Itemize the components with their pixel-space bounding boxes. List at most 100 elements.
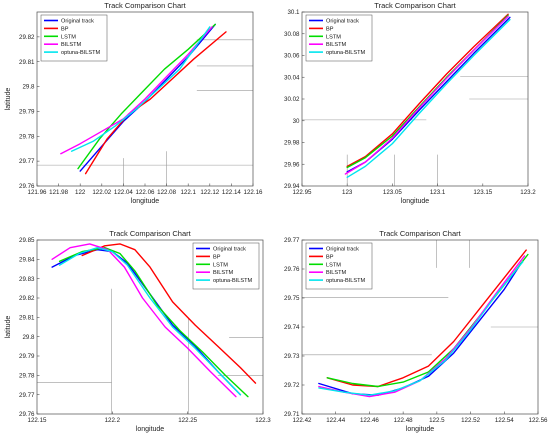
y-tick-label: 29.76	[19, 411, 35, 418]
y-tick-label: 29.76	[284, 266, 300, 273]
series-line-bilstm	[51, 243, 237, 398]
series-line-bilstm	[60, 26, 213, 155]
legend-box	[40, 14, 108, 62]
legend-label: BILSTM	[326, 270, 347, 276]
y-tick-label: 29.81	[19, 59, 35, 66]
y-tick-label: 29.77	[19, 392, 35, 399]
x-tick-label: 122.44	[326, 417, 345, 424]
x-tick-label: 122.12	[200, 189, 219, 196]
y-tick-label: 29.76	[19, 183, 35, 190]
chart-title: Track Comparison Chart	[104, 1, 186, 10]
series-line-bp	[84, 31, 227, 175]
chart-title: Track Comparison Chart	[379, 229, 461, 238]
series-line-optuna-bilstm	[58, 246, 242, 396]
y-tick-label: 30.04	[284, 74, 300, 81]
chart-panel-2: 122.95 123 123.05 123.1 123.15 123.2 29.94 29.9…	[284, 1, 536, 205]
x-tick-label: 122.48	[394, 417, 413, 424]
legend-label: BILSTM	[326, 42, 347, 48]
y-tick-label: 30.06	[284, 53, 300, 60]
x-tick-label: 123.15	[473, 189, 492, 196]
legend-box	[305, 14, 373, 62]
x-tick-label: 122.42	[293, 417, 312, 424]
legend-label: optuna-BILSTM	[213, 278, 253, 284]
y-tick-label: 29.78	[19, 372, 35, 379]
legend-label: Original track	[326, 247, 359, 253]
legend-label: BP	[61, 26, 69, 32]
series-line-bp	[81, 243, 257, 384]
x-tick-label: 123	[342, 189, 353, 196]
y-tick-label: 29.71	[284, 411, 300, 418]
x-tick-label: 122.15	[28, 417, 47, 424]
x-tick-label: 121.98	[49, 189, 68, 196]
legend-label: LSTM	[213, 262, 228, 268]
x-tick-label: 122.95	[293, 189, 312, 196]
legend-label: BP	[213, 254, 221, 260]
y-tick-label: 29.98	[284, 140, 300, 147]
x-tick-label: 122.14	[222, 189, 241, 196]
legend-label: optuna-BILSTM	[61, 50, 101, 56]
y-tick-label: 29.77	[284, 237, 300, 244]
x-tick-label: 122.46	[360, 417, 379, 424]
x-axis-label: longitude	[136, 426, 165, 433]
legend-label: Original track	[326, 19, 359, 25]
x-tick-label: 122.52	[461, 417, 480, 424]
chart-title: Track Comparison Chart	[109, 229, 191, 238]
x-tick-label: 122.56	[529, 417, 548, 424]
y-tick-label: 29.74	[284, 324, 300, 331]
x-tick-label: 122.02	[92, 189, 111, 196]
legend-box	[192, 242, 260, 290]
x-tick-label: 122.08	[157, 189, 176, 196]
y-tick-label: 30.1	[287, 9, 300, 16]
series-line-lstm	[77, 23, 216, 170]
legend-label: optuna-BILSTM	[326, 278, 366, 284]
series-line-optuna-bilstm	[318, 261, 524, 396]
x-tick-label: 122.06	[136, 189, 155, 196]
axes-box	[36, 239, 264, 415]
y-tick-label: 29.83	[19, 276, 35, 283]
x-axis-label: longitude	[131, 198, 160, 205]
legend-label: Original track	[61, 19, 94, 25]
y-tick-label: 29.82	[19, 295, 35, 302]
y-tick-label: 29.79	[19, 109, 35, 116]
y-axis-label: latitude	[5, 88, 12, 111]
x-tick-label: 122.1	[180, 189, 196, 196]
y-tick-label: 29.78	[19, 133, 35, 140]
y-tick-label: 29.82	[19, 34, 35, 41]
y-tick-label: 29.81	[19, 314, 35, 321]
y-tick-label: 29.79	[19, 353, 35, 360]
x-tick-label: 122.5	[429, 417, 445, 424]
x-axis-label: longitude	[401, 198, 430, 205]
y-tick-label: 29.96	[284, 161, 300, 168]
x-tick-label: 122.16	[244, 189, 263, 196]
x-axis-label: longitude	[406, 426, 435, 433]
y-tick-label: 29.94	[284, 183, 300, 190]
legend-label: BP	[326, 254, 334, 260]
y-tick-label: 29.75	[284, 295, 300, 302]
y-tick-label: 30	[293, 118, 300, 125]
y-tick-label: 29.73	[284, 353, 300, 360]
legend-label: optuna-BILSTM	[326, 50, 366, 56]
chart-panel-4: 122.42 122.44 122.46 122.48 122.5 122.52 122.5…	[284, 229, 548, 433]
x-tick-label: 123.05	[383, 189, 402, 196]
legend-label: LSTM	[61, 34, 76, 40]
series-line-bilstm	[344, 15, 509, 175]
y-tick-label: 30.02	[284, 96, 300, 103]
legend-label: LSTM	[326, 262, 341, 268]
y-tick-label: 29.8	[22, 334, 35, 341]
x-tick-label: 123.1	[430, 189, 446, 196]
legend-label: BP	[326, 26, 334, 32]
series-line-optuna-bilstm	[70, 26, 211, 152]
legend-box	[305, 242, 373, 290]
x-tick-label: 122.3	[255, 417, 271, 424]
legend-label: LSTM	[326, 34, 341, 40]
legend-label: BILSTM	[61, 42, 82, 48]
chart-title: Track Comparison Chart	[374, 1, 456, 10]
y-tick-label: 29.72	[284, 382, 300, 389]
series-line-bp	[326, 249, 527, 388]
chart-panel-1: 121.96 121.98 122 122.02 122.04 122.06 122.08 1…	[5, 1, 263, 205]
y-tick-label: 30.08	[284, 31, 300, 38]
